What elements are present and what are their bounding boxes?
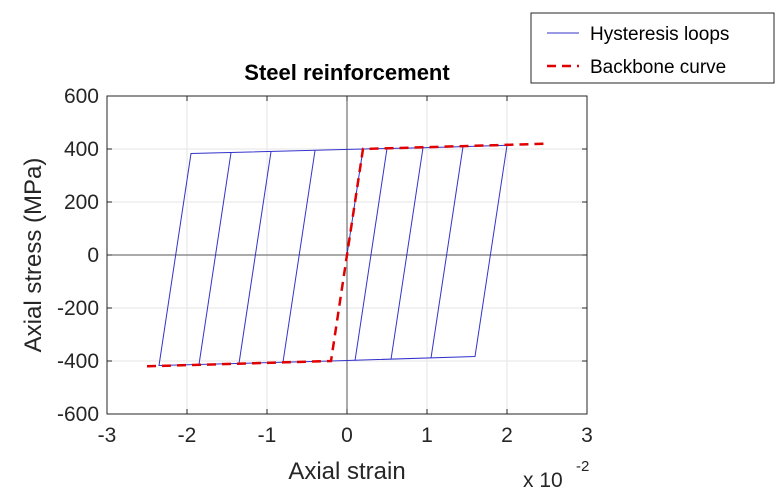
y-tick-label-1: -400: [57, 350, 99, 373]
series-layer: [146, 142, 548, 368]
x-tick-label-6: 3: [581, 424, 593, 447]
series-hysteresis-loops-branch-0: [354, 148, 388, 361]
chart-title: Steel reinforcement: [244, 60, 450, 85]
y-tick-label-0: -600: [57, 403, 99, 426]
x-multiplier-base: x 10: [523, 469, 563, 492]
series-hysteresis-loops-branch-5: [198, 152, 232, 365]
y-axis-label: Axial stress (MPa): [20, 158, 47, 353]
x-tick-label-0: -3: [98, 424, 117, 447]
x-tick-label-5: 2: [501, 424, 513, 447]
x-tick-label-2: -1: [258, 424, 277, 447]
series-backbone-curve: [146, 142, 548, 368]
y-tick-label-4: 200: [64, 191, 99, 214]
series-hysteresis-loops-branch-1: [390, 147, 424, 360]
series-hysteresis-loops-branch-4: [238, 151, 272, 364]
x-tick-label-4: 1: [421, 424, 433, 447]
y-tick-label-2: -200: [57, 297, 99, 320]
y-tick-label-3: 0: [87, 244, 99, 267]
x-axis-ticks: -3 -2 -1 0 1 2 3: [98, 96, 593, 447]
series-hysteresis-loops-branch-2: [430, 146, 464, 359]
series-hysteresis-loops-branch-3: [282, 150, 316, 363]
legend: Hysteresis loops Backbone curve: [530, 12, 775, 84]
x-tick-label-3: 0: [341, 424, 353, 447]
legend-label-hysteresis-loops: Hysteresis loops: [590, 24, 729, 45]
y-tick-label-6: 600: [64, 85, 99, 108]
x-axis-multiplier: x 10 -2: [523, 458, 589, 492]
x-multiplier-exponent: -2: [576, 458, 589, 475]
y-axis-ticks: -600 -400 -200 0 200 400 600: [57, 85, 587, 426]
legend-label-backbone-curve: Backbone curve: [590, 57, 726, 78]
legend-box: [530, 12, 775, 84]
x-axis-label: Axial strain: [288, 458, 405, 485]
x-tick-label-1: -2: [178, 424, 197, 447]
y-tick-label-5: 400: [64, 138, 99, 161]
